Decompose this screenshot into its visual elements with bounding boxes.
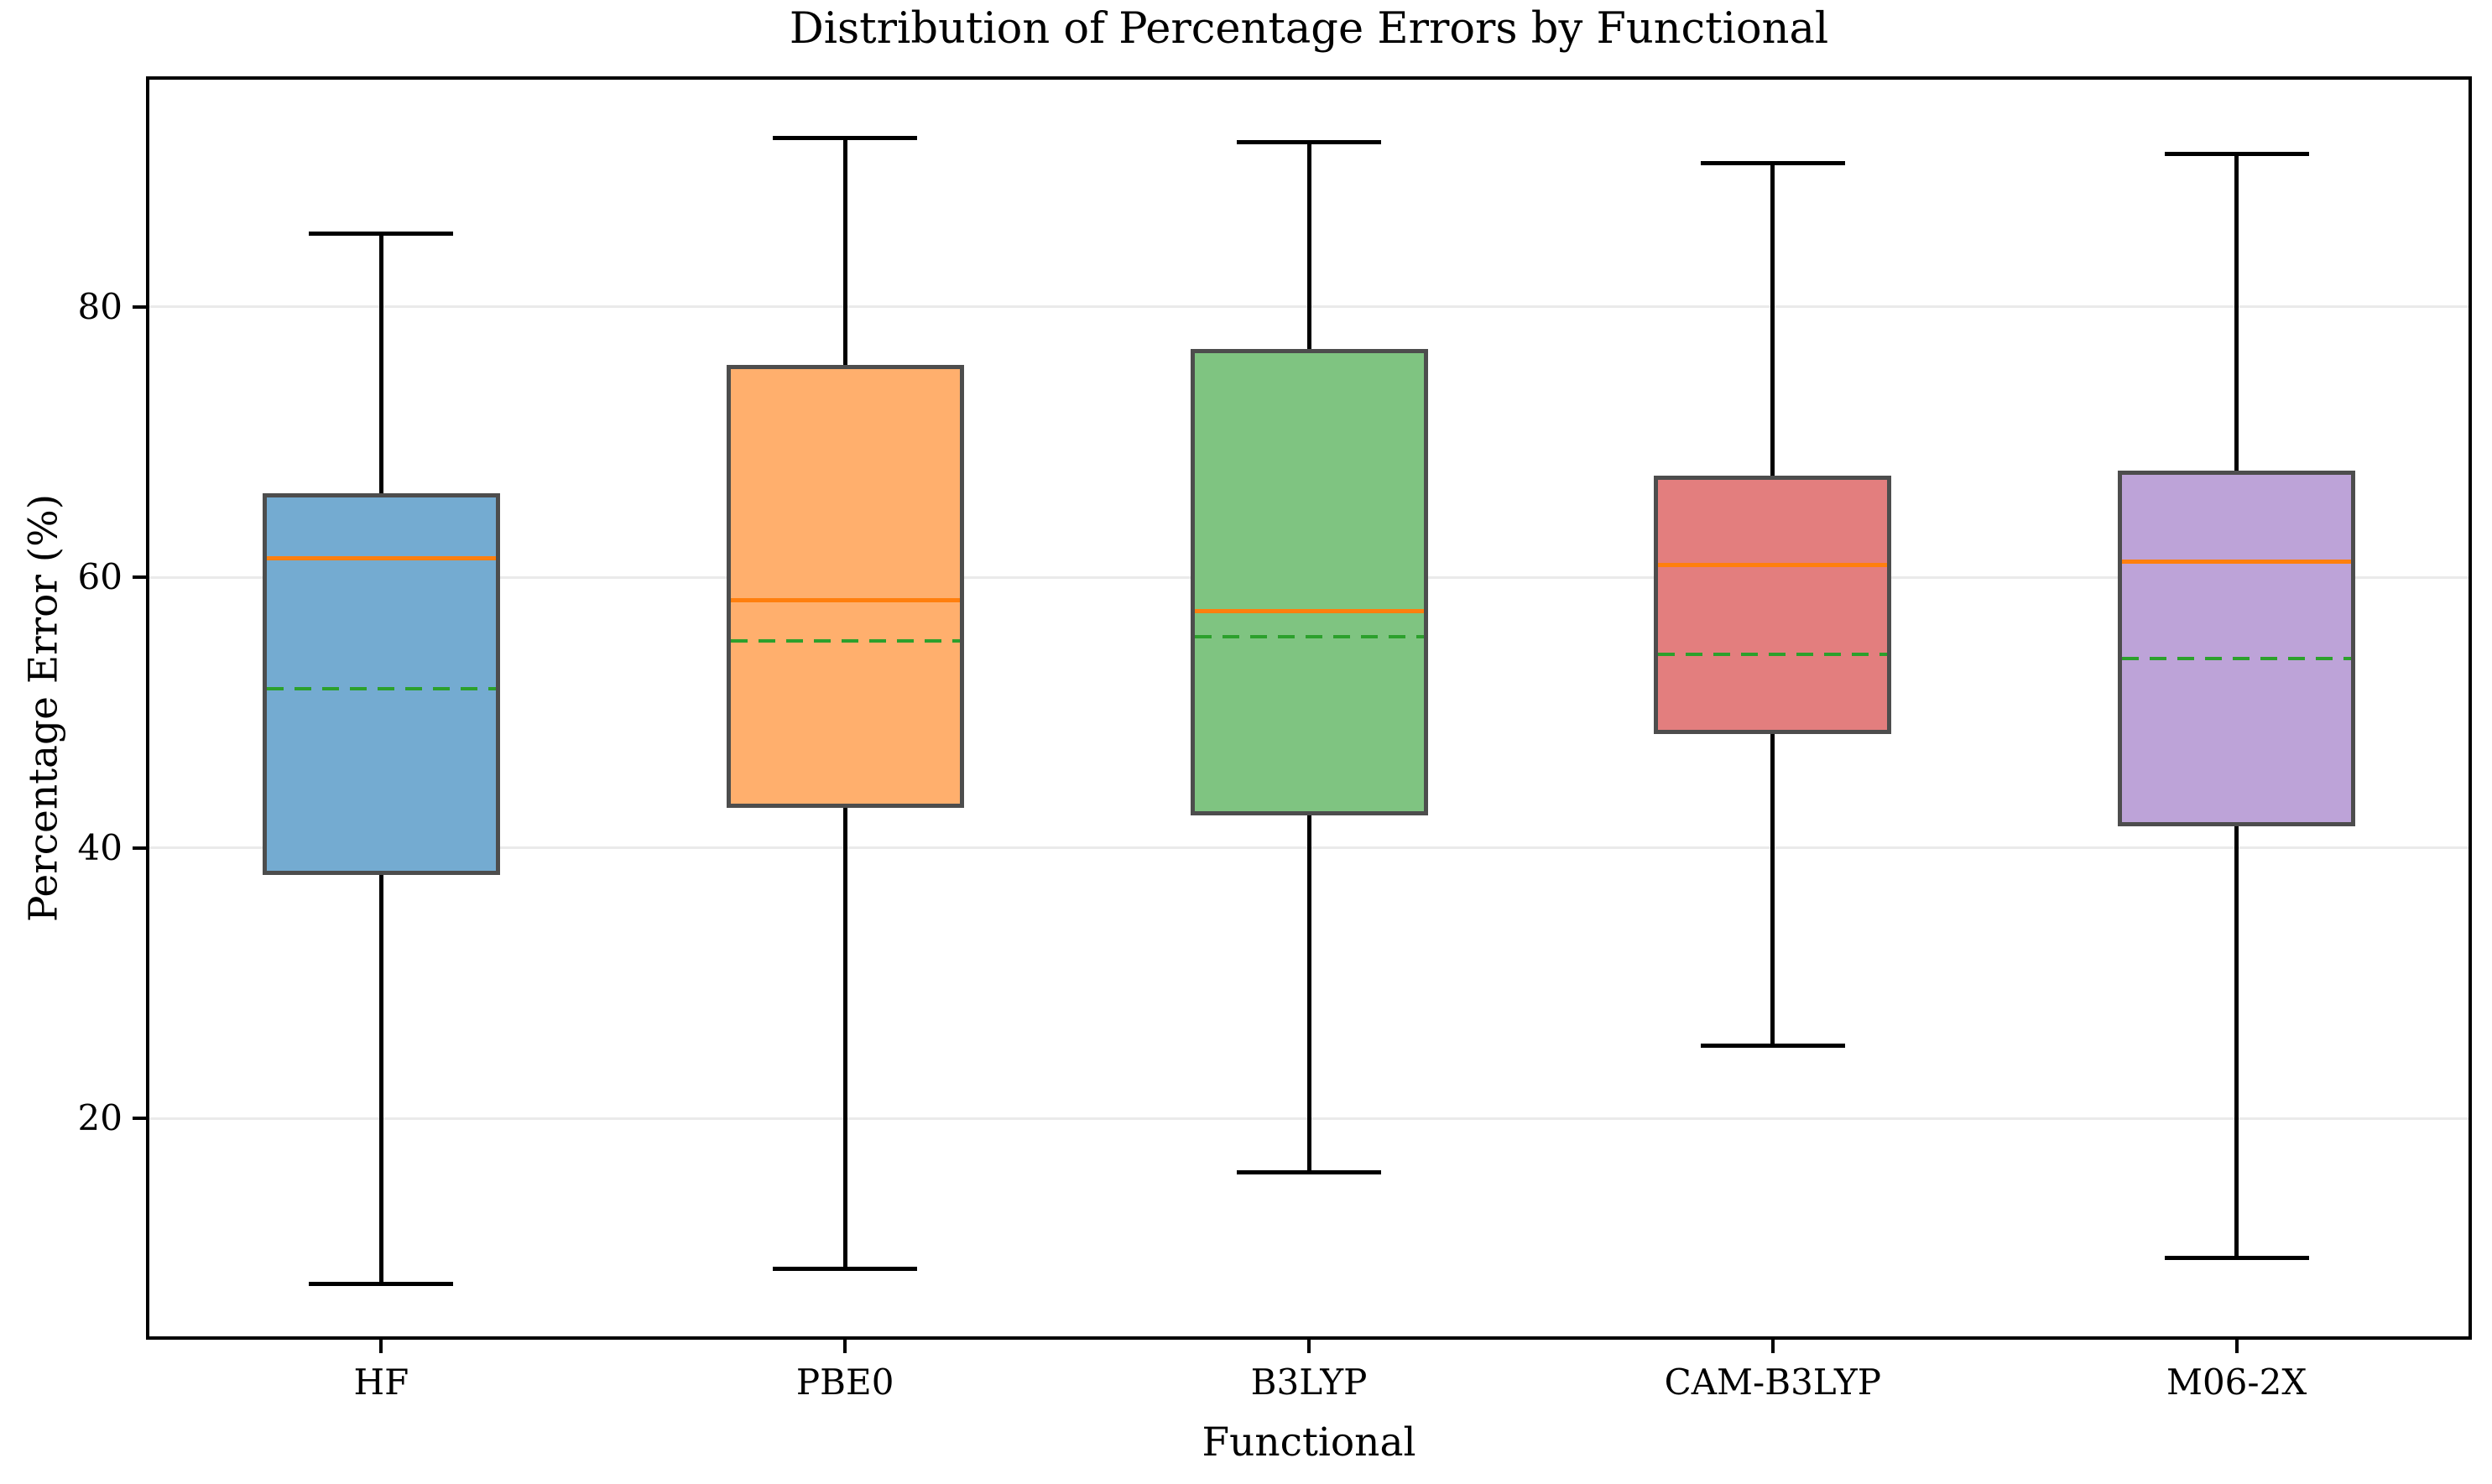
x-tick-mark-B3LYP — [1307, 1340, 1311, 1353]
x-tick-mark-HF — [379, 1340, 383, 1353]
median-line-CAM-B3LYP — [1658, 563, 1888, 568]
y-tick-label-60: 60 — [77, 556, 123, 598]
whisker-lower-PBE0 — [842, 807, 847, 1269]
whisker-upper-HF — [378, 233, 383, 494]
y-tick-mark-20 — [133, 1117, 146, 1121]
whisker-cap-top-B3LYP — [1237, 139, 1381, 144]
x-tick-label-B3LYP: B3LYP — [1250, 1362, 1368, 1403]
x-tick-mark-M06-2X — [2234, 1340, 2239, 1353]
whisker-cap-top-CAM-B3LYP — [1700, 161, 1845, 166]
box-CAM-B3LYP — [1654, 476, 1892, 735]
whisker-lower-CAM-B3LYP — [1770, 734, 1775, 1046]
x-tick-mark-PBE0 — [843, 1340, 847, 1353]
x-tick-label-PBE0: PBE0 — [795, 1362, 894, 1403]
y-tick-mark-60 — [133, 575, 146, 580]
whisker-lower-B3LYP — [1306, 815, 1311, 1173]
whisker-cap-bottom-PBE0 — [773, 1266, 918, 1271]
median-line-B3LYP — [1194, 609, 1424, 614]
plot-area — [146, 76, 2472, 1340]
whisker-upper-CAM-B3LYP — [1770, 163, 1775, 476]
y-tick-label-40: 40 — [77, 826, 123, 868]
whisker-cap-bottom-M06-2X — [2164, 1255, 2309, 1260]
median-line-M06-2X — [2122, 559, 2352, 564]
chart-title: Distribution of Percentage Errors by Fun… — [789, 4, 1829, 54]
mean-line-CAM-B3LYP — [1658, 653, 1888, 657]
y-tick-mark-40 — [133, 846, 146, 850]
y-tick-label-20: 20 — [77, 1097, 123, 1139]
mean-line-HF — [266, 686, 496, 690]
whisker-lower-HF — [378, 875, 383, 1284]
whisker-upper-PBE0 — [842, 138, 847, 366]
x-tick-label-HF: HF — [353, 1362, 409, 1403]
y-tick-mark-80 — [133, 305, 146, 309]
whisker-cap-top-HF — [309, 232, 454, 237]
whisker-cap-bottom-B3LYP — [1237, 1170, 1381, 1175]
whisker-cap-bottom-CAM-B3LYP — [1700, 1043, 1845, 1048]
mean-line-B3LYP — [1194, 635, 1424, 639]
x-tick-mark-CAM-B3LYP — [1770, 1340, 1775, 1353]
y-tick-label-80: 80 — [77, 285, 123, 327]
box-M06-2X — [2118, 471, 2356, 827]
x-tick-label-M06-2X: M06-2X — [2166, 1362, 2307, 1403]
box-B3LYP — [1190, 348, 1428, 816]
whisker-cap-bottom-HF — [309, 1281, 454, 1286]
mean-line-M06-2X — [2122, 657, 2352, 661]
whisker-cap-top-M06-2X — [2164, 152, 2309, 157]
whisker-cap-top-PBE0 — [773, 135, 918, 140]
whisker-upper-B3LYP — [1306, 142, 1311, 349]
x-axis-label: Functional — [1202, 1419, 1416, 1466]
whisker-upper-M06-2X — [2234, 154, 2239, 471]
whisker-lower-M06-2X — [2234, 826, 2239, 1258]
median-line-HF — [266, 556, 496, 561]
mean-line-PBE0 — [730, 639, 960, 643]
median-line-PBE0 — [730, 598, 960, 603]
x-tick-label-CAM-B3LYP: CAM-B3LYP — [1664, 1362, 1882, 1403]
box-PBE0 — [726, 365, 964, 808]
box-HF — [262, 493, 500, 876]
